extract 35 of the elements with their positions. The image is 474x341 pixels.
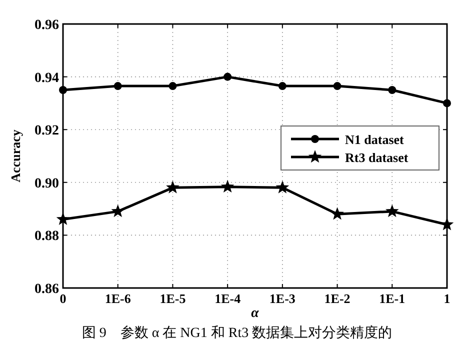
y-tick-label: 0.88: [34, 229, 59, 244]
x-tick-label: 0: [60, 291, 66, 306]
point: [440, 218, 454, 230]
point: [168, 82, 177, 90]
point: [166, 180, 180, 194]
y-tick-label: 0.96: [34, 18, 59, 33]
point: [388, 86, 396, 94]
point: [114, 82, 122, 90]
y-tick-label: 0.92: [34, 124, 59, 139]
point: [59, 86, 67, 94]
x-tick-label: 1: [444, 291, 450, 306]
legend-label: Rt3 dataset: [345, 150, 409, 165]
x-tick-label: 1E-3: [269, 291, 296, 306]
y-tick-label: 0.94: [34, 70, 59, 86]
point: [111, 204, 125, 218]
point: [333, 82, 342, 90]
point: [278, 82, 286, 90]
x-tick-label: 1E-4: [214, 291, 242, 306]
y-tick-label: 0.90: [34, 176, 59, 192]
caption: 图 9 参数 α 在 NG1 和 Rt3 数据集上对分类精度的: [82, 325, 392, 341]
point: [56, 212, 70, 226]
point: [220, 180, 234, 193]
x-tick-label: 1E-1: [379, 291, 406, 306]
point: [224, 72, 232, 81]
legend-label: N1 dataset: [345, 132, 405, 147]
point: [330, 207, 344, 220]
point: [385, 204, 399, 218]
x-tick-label: 1E-6: [104, 291, 132, 306]
point: [276, 180, 290, 194]
y-tick-label: 0.86: [34, 282, 59, 297]
x-tick-label: 1E-5: [160, 291, 186, 306]
x-tick-label: 1E-2: [324, 291, 350, 306]
y-axis-title: Accuracy: [8, 129, 23, 182]
x-axis-title: α: [251, 306, 260, 321]
point: [443, 99, 451, 108]
